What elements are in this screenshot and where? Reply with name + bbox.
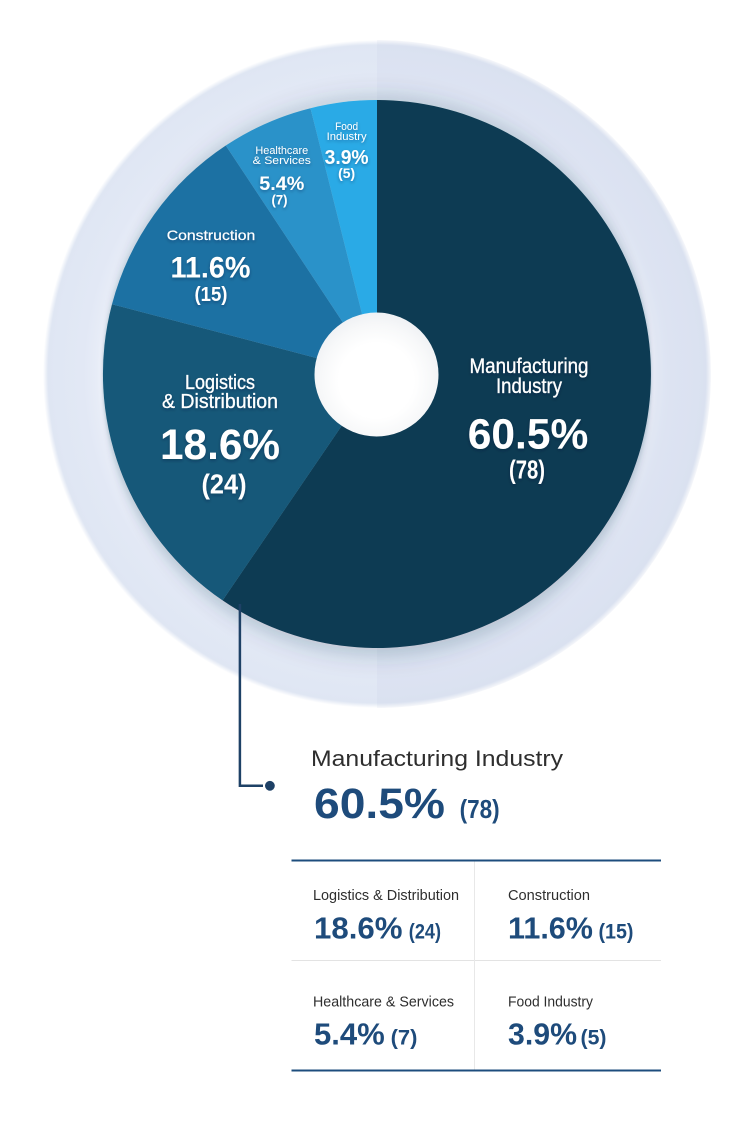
svg-text:Industry: Industry [327,131,368,143]
svg-text:Healthcare: Healthcare [255,145,308,157]
svg-text:Construction: Construction [167,227,256,243]
svg-text:(15): (15) [195,284,228,306]
svg-text:Manufacturing Industry: Manufacturing Industry [311,746,563,771]
svg-text:Food: Food [335,121,358,133]
svg-text:3.9%: 3.9% [325,147,369,169]
svg-text:Logistics & Distribution: Logistics & Distribution [313,887,459,904]
svg-text:Manufacturing: Manufacturing [470,355,589,378]
svg-text:Construction: Construction [508,887,590,904]
svg-text:(5): (5) [581,1027,607,1050]
svg-text:& Services: & Services [253,155,311,167]
svg-text:(24): (24) [409,921,441,944]
svg-text:60.5%: 60.5% [314,780,445,828]
svg-text:18.6%: 18.6% [160,422,280,469]
svg-text:(24): (24) [202,469,247,500]
svg-text:5.4%: 5.4% [259,173,304,195]
svg-text:5.4%: 5.4% [314,1017,385,1052]
svg-text:18.6%: 18.6% [314,911,403,946]
svg-text:(5): (5) [338,165,355,181]
svg-text:Healthcare & Services: Healthcare & Services [313,994,454,1011]
svg-text:Industry: Industry [496,375,562,398]
svg-text:60.5%: 60.5% [468,410,589,458]
svg-text:Logistics: Logistics [185,372,255,394]
svg-text:11.6%: 11.6% [508,911,593,946]
svg-text:(15): (15) [599,921,634,944]
svg-text:(7): (7) [391,1027,418,1050]
svg-text:& Distribution: & Distribution [162,391,278,413]
svg-text:(7): (7) [272,192,288,208]
svg-text:(78): (78) [509,455,545,485]
svg-text:Food Industry: Food Industry [508,994,593,1011]
svg-text:11.6%: 11.6% [171,252,251,285]
svg-text:3.9%: 3.9% [508,1017,577,1052]
svg-text:(78): (78) [460,794,500,824]
